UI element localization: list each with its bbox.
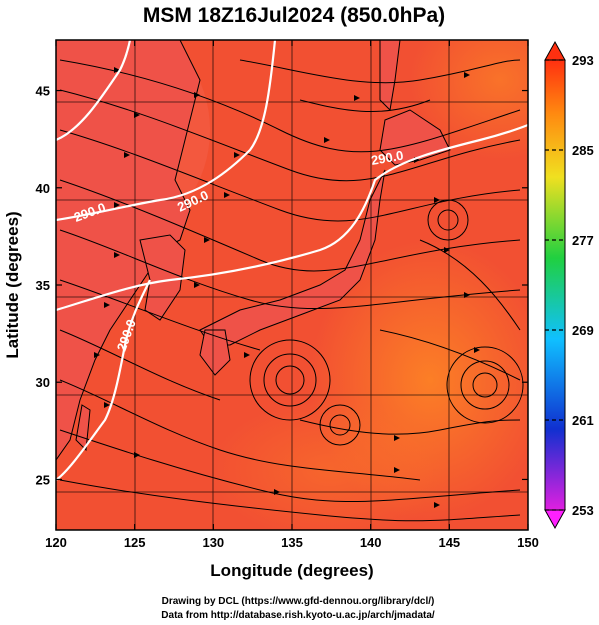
x-tick-label: 125 bbox=[124, 535, 146, 550]
y-axis: 25 30 35 40 45 bbox=[36, 84, 528, 487]
colorbar-tick-label: 277 bbox=[572, 233, 594, 248]
y-axis-label: Latitude (degrees) bbox=[3, 211, 22, 358]
colorbar-top-arrow bbox=[544, 40, 566, 61]
y-tick-label: 45 bbox=[36, 84, 50, 99]
isotherm-290 bbox=[56, 40, 528, 481]
kyushu bbox=[199, 329, 231, 376]
chart-title: MSM 18Z16Jul2024 (850.0hPa) bbox=[143, 4, 445, 27]
x-tick-label: 145 bbox=[438, 535, 460, 550]
y-tick-label: 25 bbox=[36, 472, 50, 487]
credit-data: Data from http://database.rish.kyoto-u.a… bbox=[161, 610, 435, 621]
colorbar-tick-label: 293 bbox=[572, 53, 594, 68]
warm-region-south bbox=[210, 400, 450, 530]
isotherm-290-lower bbox=[56, 279, 151, 481]
colorbar-gradient bbox=[544, 59, 566, 511]
colorbar: 253 261 269 277 285 293 bbox=[544, 40, 594, 530]
streamlines bbox=[59, 59, 524, 522]
streamline-arrows bbox=[94, 67, 480, 508]
colorbar-tick-label: 261 bbox=[572, 413, 594, 428]
x-tick-label: 130 bbox=[202, 535, 224, 550]
x-tick-label: 150 bbox=[517, 535, 539, 550]
x-axis-label: Longitude (degrees) bbox=[210, 561, 373, 580]
hokkaido bbox=[379, 109, 451, 166]
x-tick-label: 120 bbox=[45, 535, 67, 550]
x-tick-label: 135 bbox=[281, 535, 303, 550]
y-tick-label: 35 bbox=[36, 278, 50, 293]
isotherm-290-upper bbox=[56, 40, 277, 222]
gridlines bbox=[56, 40, 528, 530]
colorbar-tick-label: 253 bbox=[572, 503, 594, 518]
map-field: 290.0 290.0 290.0 290.0 bbox=[56, 40, 528, 530]
korean-peninsula bbox=[139, 234, 186, 321]
credit-drawing: Drawing by DCL (https://www.gfd-dennou.o… bbox=[162, 596, 435, 607]
y-tick-label: 40 bbox=[36, 181, 50, 196]
sakhalin bbox=[379, 40, 401, 112]
x-tick-label: 140 bbox=[360, 535, 382, 550]
colorbar-tick-label: 269 bbox=[572, 323, 594, 338]
isotherm-290-north bbox=[56, 40, 132, 142]
y-tick-label: 30 bbox=[36, 375, 50, 390]
x-axis: 120 125 130 135 140 145 150 bbox=[45, 40, 539, 550]
colorbar-bottom-arrow bbox=[544, 509, 566, 530]
colorbar-tick-label: 285 bbox=[572, 143, 594, 158]
contour-label: 290.0 bbox=[370, 148, 405, 168]
isotherm-290-middle bbox=[56, 123, 528, 312]
